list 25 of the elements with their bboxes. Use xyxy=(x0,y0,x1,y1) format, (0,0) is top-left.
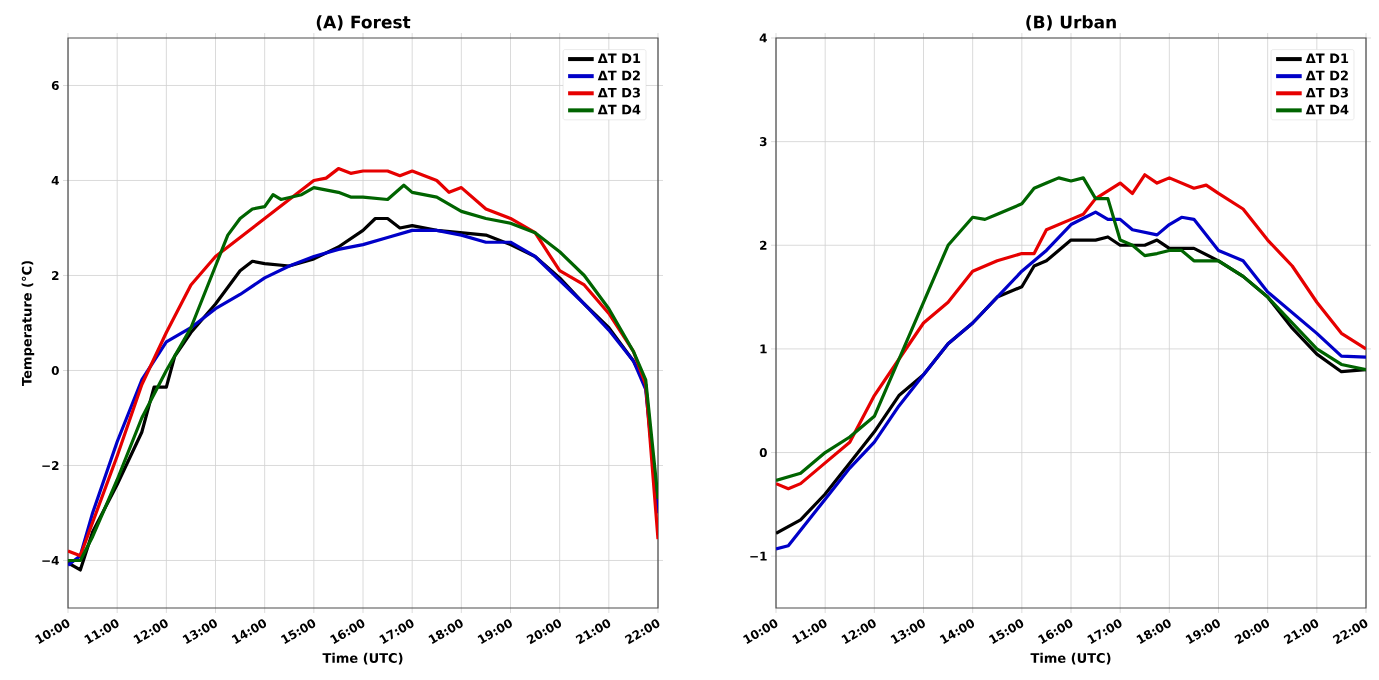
y-tick-label: 2 xyxy=(760,240,767,250)
y-tick-label: −2 xyxy=(42,461,59,470)
y-tick-label: 2 xyxy=(52,271,59,280)
legend-label: ΔT D4 xyxy=(597,104,641,115)
legend-label: ΔT D3 xyxy=(597,87,640,98)
legend-label: ΔT D4 xyxy=(1305,104,1349,115)
y-tick-label: 6 xyxy=(51,80,59,91)
legend-label: ΔT D2 xyxy=(1305,70,1348,81)
legend-label: ΔT D1 xyxy=(1305,53,1349,64)
chart-title: (B) Urban xyxy=(1026,15,1116,31)
y-axis-title: Temperature (°C) xyxy=(21,261,35,386)
y-tick-label: 0 xyxy=(51,365,59,376)
chart-title: (A) Forest xyxy=(316,15,411,31)
x-axis-title: Time (UTC) xyxy=(322,652,403,665)
y-tick-label: 4 xyxy=(51,176,59,185)
y-tick-label: −4 xyxy=(42,556,59,565)
y-tick-label: −1 xyxy=(750,551,767,561)
legend-label: ΔT D1 xyxy=(597,53,641,64)
x-axis-title: Time (UTC) xyxy=(1030,652,1111,665)
legend-label: ΔT D2 xyxy=(597,70,640,81)
legend-label: ΔT D3 xyxy=(1305,87,1348,98)
y-tick-label: 0 xyxy=(759,447,767,458)
y-tick-label: 4 xyxy=(759,33,767,43)
y-tick-label: 1 xyxy=(760,344,767,354)
y-tick-label: 3 xyxy=(759,137,767,147)
